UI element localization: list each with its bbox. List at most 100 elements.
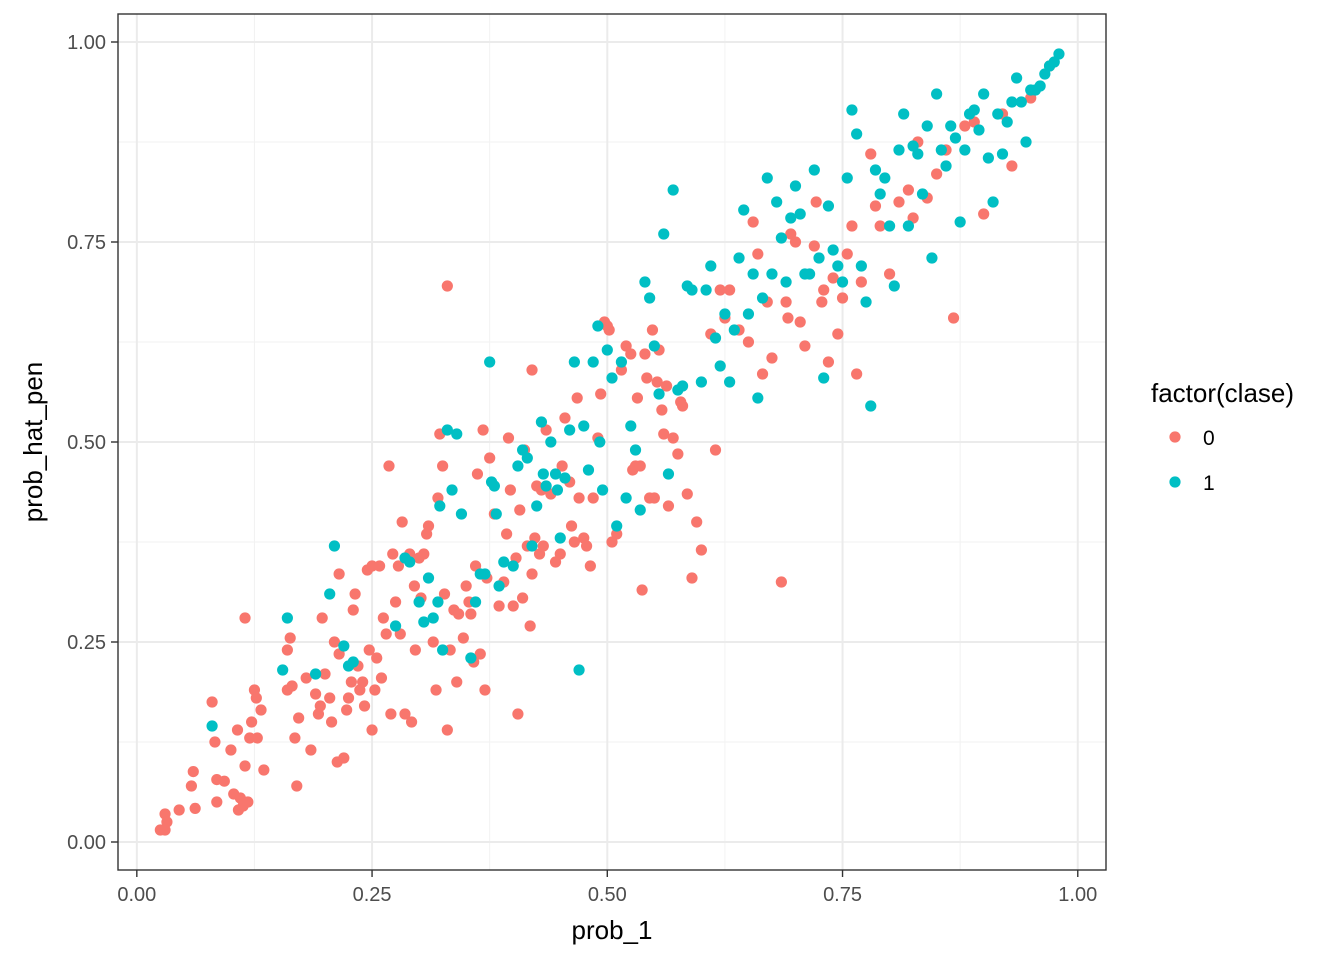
point-series-1-114	[879, 172, 891, 184]
point-series-1-131	[959, 144, 971, 156]
point-series-1-17	[434, 500, 446, 512]
point-series-0-8	[206, 696, 218, 708]
point-series-0-191	[766, 352, 778, 364]
point-series-1-54	[594, 436, 606, 448]
point-series-1-61	[625, 420, 637, 432]
point-series-0-170	[660, 380, 673, 392]
point-series-0-165	[648, 492, 660, 504]
point-series-1-11	[404, 556, 416, 568]
point-series-0-187	[747, 216, 759, 228]
point-series-1-30	[490, 508, 502, 520]
point-series-0-79	[408, 580, 420, 592]
point-series-0-196	[789, 236, 802, 248]
point-series-1-55	[596, 484, 609, 496]
point-series-0-53	[347, 604, 359, 616]
y-tick-label-2: 0.50	[67, 432, 106, 454]
point-series-0-168	[656, 404, 668, 416]
point-series-0-119	[514, 504, 526, 516]
data-points	[154, 48, 1065, 836]
point-series-1-91	[771, 196, 783, 208]
point-series-1-62	[629, 444, 642, 456]
x-tick-label-4: 1.00	[1058, 884, 1097, 906]
point-series-1-147	[1034, 80, 1046, 92]
y-tick-label-3: 0.75	[67, 232, 106, 254]
point-series-0-144	[584, 560, 596, 572]
point-series-0-179	[695, 544, 707, 556]
legend-label-1: 1	[1203, 472, 1215, 495]
point-series-0-158	[631, 392, 644, 404]
point-series-0-192	[775, 576, 787, 588]
point-series-0-80	[409, 644, 421, 656]
point-series-0-7	[189, 802, 201, 815]
point-series-1-43	[549, 468, 562, 480]
point-series-1-118	[898, 108, 910, 120]
point-series-1-5	[328, 540, 341, 552]
point-series-1-4	[324, 588, 336, 600]
point-series-0-9	[209, 736, 221, 748]
point-series-0-161	[639, 348, 651, 360]
point-series-1-126	[935, 144, 947, 156]
point-series-0-57	[357, 676, 369, 688]
series-1	[206, 48, 1065, 732]
point-series-0-4	[173, 804, 185, 816]
point-series-1-8	[347, 656, 359, 668]
point-series-1-90	[766, 268, 778, 280]
point-series-1-139	[996, 148, 1009, 160]
y-axis: 0.00 0.25 0.50 0.75 1.00	[67, 32, 118, 854]
point-series-0-139	[568, 536, 580, 548]
point-series-1-81	[724, 376, 736, 388]
point-series-1-121	[912, 148, 924, 160]
point-series-0-66	[375, 672, 388, 684]
point-series-0-115	[504, 484, 516, 496]
point-series-0-83	[418, 548, 430, 560]
point-series-0-41	[316, 612, 328, 624]
point-series-1-41	[540, 480, 552, 492]
x-tick-label-2: 0.50	[588, 884, 627, 906]
point-series-1-113	[874, 188, 886, 200]
point-series-0-181	[709, 444, 722, 456]
point-series-0-189	[756, 368, 769, 380]
point-series-0-201	[816, 296, 828, 308]
point-series-1-122	[916, 188, 929, 200]
point-series-0-203	[822, 356, 835, 368]
y-tick-label-1: 0.25	[67, 632, 106, 654]
point-series-1-13	[418, 616, 430, 628]
point-series-0-96	[451, 676, 463, 688]
point-series-0-194	[782, 312, 794, 324]
point-series-1-137	[987, 196, 999, 208]
point-series-0-166	[651, 376, 663, 388]
point-series-1-144	[1020, 136, 1032, 148]
point-series-0-204	[827, 272, 839, 284]
point-series-0-49	[338, 752, 350, 764]
point-series-0-45	[328, 636, 341, 648]
point-series-0-176	[681, 488, 693, 500]
point-series-1-23	[465, 652, 477, 664]
point-series-0-27	[258, 764, 270, 776]
point-series-0-3	[159, 824, 171, 836]
point-series-0-38	[310, 688, 322, 700]
legend: factor(clase) 01	[1151, 378, 1294, 495]
point-series-0-71	[387, 548, 399, 560]
point-series-1-112	[869, 164, 882, 176]
point-series-1-106	[841, 172, 853, 184]
y-tick-label-0: 0.00	[67, 832, 106, 854]
point-series-0-202	[818, 284, 830, 296]
point-series-1-69	[662, 468, 675, 480]
point-series-0-211	[865, 148, 877, 160]
point-series-0-123	[524, 620, 536, 632]
point-series-1-98	[804, 268, 816, 280]
point-series-0-111	[493, 600, 505, 612]
point-series-0-125	[526, 364, 538, 376]
point-series-0-214	[883, 268, 896, 280]
legend-swatch-0	[1169, 431, 1181, 443]
point-series-1-136	[982, 152, 994, 164]
point-series-0-76	[399, 708, 411, 720]
point-series-0-175	[676, 400, 689, 412]
point-series-0-29	[281, 644, 293, 656]
legend-entries: 01	[1169, 427, 1215, 495]
point-series-0-223	[959, 120, 971, 132]
point-series-0-37	[305, 744, 317, 756]
point-series-1-102	[822, 200, 835, 212]
point-series-0-124	[526, 568, 538, 580]
point-series-0-164	[646, 324, 659, 336]
